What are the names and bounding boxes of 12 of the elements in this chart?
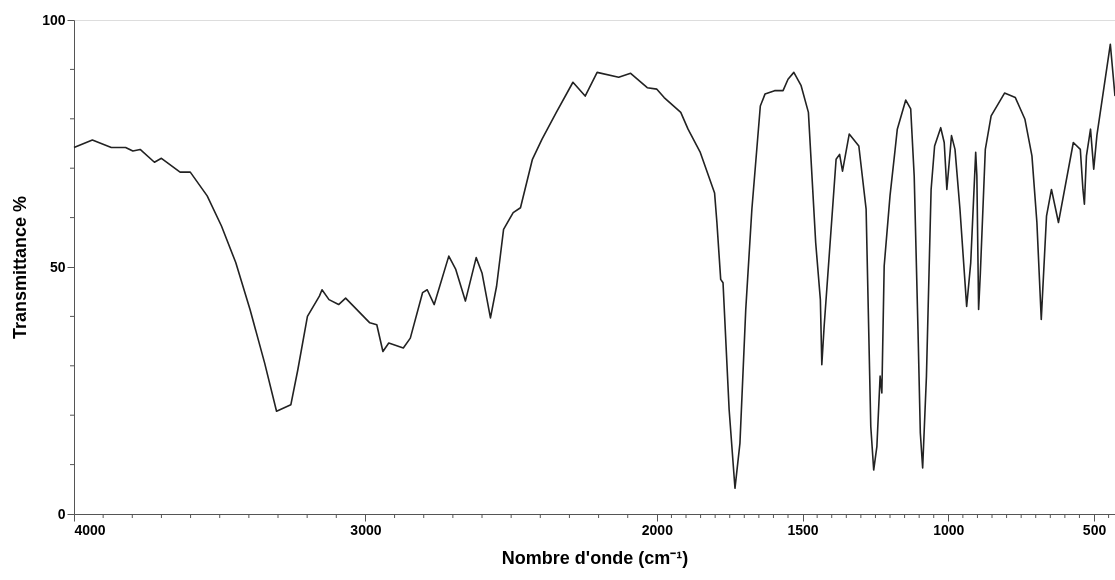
x-tick-label: 4000 (74, 521, 106, 538)
x-tick-label: 3000 (350, 521, 382, 538)
y-tick-label: 100 (42, 11, 66, 28)
x-tick-label: 1500 (787, 521, 819, 538)
y-tick-label: 0 (57, 505, 66, 522)
x-tick-label: 500 (1082, 521, 1107, 538)
x-tick-label: 2000 (641, 521, 674, 538)
y-axis-title: Transmittance % (10, 195, 31, 340)
line-series (73, 43, 1115, 490)
x-tick-label: 1000 (933, 521, 965, 538)
x-axis-title: Nombre d'onde (cm⁻¹) (501, 547, 689, 568)
y-tick-label: 50 (49, 258, 66, 275)
